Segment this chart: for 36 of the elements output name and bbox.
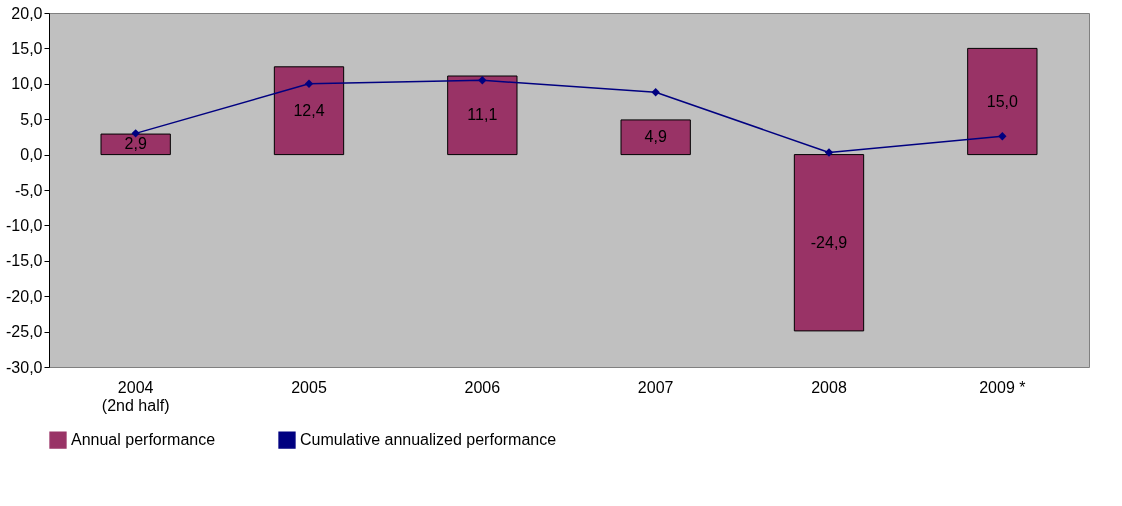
point xyxy=(304,79,314,88)
y-tick-label: 5,0 xyxy=(20,110,43,128)
data-label: -24,9 xyxy=(810,233,848,251)
y-tick-label: -20,0 xyxy=(6,287,43,305)
bar xyxy=(793,154,865,332)
x-tick-label: 2008 xyxy=(811,378,847,396)
y-tick-label: -15,0 xyxy=(6,252,43,270)
x-tick-label: 2004 (2nd half) xyxy=(101,378,170,414)
y-tick-label: 20,0 xyxy=(11,4,43,22)
y-tick-label: -5,0 xyxy=(14,181,43,199)
bar xyxy=(447,75,518,156)
bar xyxy=(100,133,171,156)
point xyxy=(824,148,834,157)
data-label: 12,4 xyxy=(293,101,325,119)
legend-label: Annual performance xyxy=(71,431,216,449)
data-label: 11,1 xyxy=(467,106,498,124)
y-tick-label: -25,0 xyxy=(6,323,43,341)
bar xyxy=(967,47,1038,156)
point xyxy=(998,132,1007,141)
point xyxy=(478,76,487,85)
y-tick-label: 0,0 xyxy=(20,146,43,164)
x-tick-label: 2007 xyxy=(637,378,674,396)
y-tick-label: -10,0 xyxy=(6,216,43,234)
bar xyxy=(273,66,345,156)
bar xyxy=(620,119,691,156)
legend-label: Cumulative annualized performance xyxy=(300,431,557,449)
data-label: 15,0 xyxy=(986,92,1019,110)
x-tick-label: 2005 xyxy=(291,378,327,396)
y-tick-label: -30,0 xyxy=(6,358,43,376)
x-tick-label: 2006 xyxy=(464,378,501,396)
y-tick-label: 10,0 xyxy=(11,75,43,93)
data-label: 2,9 xyxy=(124,135,147,153)
y-tick-label: 15,0 xyxy=(11,39,43,57)
data-label: 4,9 xyxy=(644,128,667,146)
point xyxy=(651,88,660,97)
x-tick-label: 2009 * xyxy=(979,378,1026,396)
